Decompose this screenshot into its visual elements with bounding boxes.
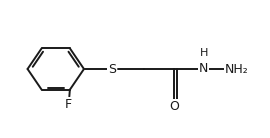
Text: H: H [200,48,208,58]
Text: NH₂: NH₂ [225,63,249,75]
Text: O: O [169,100,179,113]
Text: S: S [108,63,116,75]
Text: F: F [65,98,72,111]
Text: N: N [199,62,208,75]
